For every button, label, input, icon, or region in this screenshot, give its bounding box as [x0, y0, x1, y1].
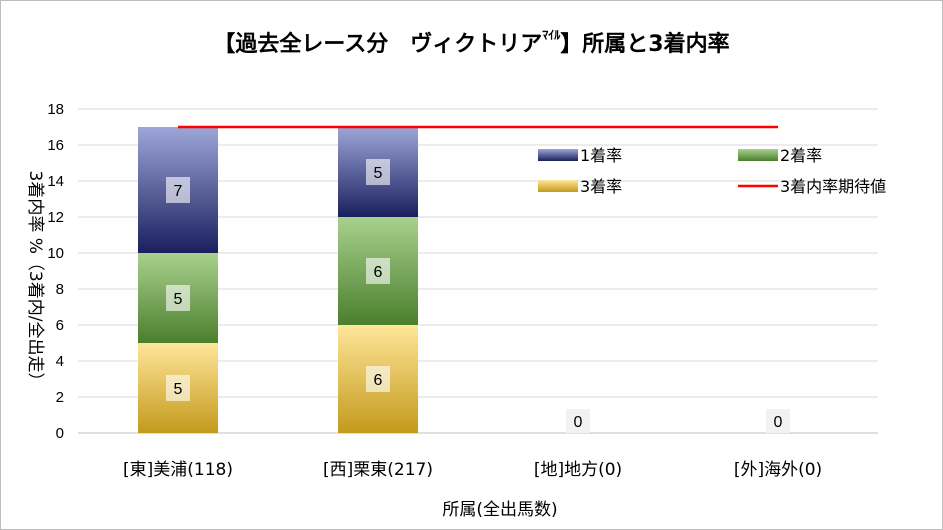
title-superscript: ﾏｲﾙ [542, 28, 561, 42]
data-label-bg [166, 177, 190, 203]
data-label-bg [766, 409, 790, 433]
legend: 1着率 2着率 3着率 3着内率期待値 [538, 146, 886, 196]
y-tick-label: 16 [47, 137, 64, 154]
y-tick-label: 2 [56, 389, 64, 406]
data-label: 6 [374, 264, 383, 281]
chart-title: 【過去全レース分 ヴィクトリアﾏｲﾙ】所属と3着内率 [0, 26, 943, 58]
data-label-bg [366, 258, 390, 284]
data-labels: 5 5 7 6 6 5 0 0 [166, 159, 790, 433]
y-tick-label: 14 [47, 173, 64, 190]
x-category-label: [東]美浦(118) [123, 460, 233, 480]
data-label-bg [166, 285, 190, 311]
y-tick-label: 4 [56, 353, 64, 370]
y-tick-labels: 0 2 4 6 8 10 12 14 16 18 [47, 101, 64, 442]
data-label-bg [366, 159, 390, 185]
y-tick-label: 10 [47, 245, 64, 262]
data-label: 0 [574, 414, 583, 431]
legend-label: 1着率 [580, 146, 622, 165]
legend-swatch [538, 149, 578, 161]
title-main: 【過去全レース分 ヴィクトリア [213, 32, 543, 57]
legend-label: 2着率 [780, 146, 822, 165]
x-category-label: [外]海外(0) [734, 460, 822, 480]
data-label: 5 [174, 291, 183, 308]
data-label-bg [366, 366, 390, 392]
data-label-bg [166, 375, 190, 401]
data-label: 7 [174, 183, 183, 200]
data-label: 0 [774, 414, 783, 431]
y-tick-label: 0 [56, 425, 64, 442]
legend-label: 3着率 [580, 177, 622, 196]
data-label: 5 [374, 165, 383, 182]
y-tick-label: 12 [47, 209, 64, 226]
x-category-labels: [東]美浦(118) [西]栗東(217) [地]地方(0) [外]海外(0) [123, 460, 822, 480]
y-tick-label: 6 [56, 317, 64, 334]
y-tick-label: 18 [47, 101, 64, 118]
legend-swatch [738, 149, 778, 161]
title-tail: 】所属と3着内率 [560, 32, 730, 57]
data-label: 6 [374, 372, 383, 389]
x-axis-label: 所属(全出馬数) [442, 500, 557, 520]
legend-swatch [538, 180, 578, 192]
data-label-bg [566, 409, 590, 433]
data-label: 5 [174, 381, 183, 398]
x-category-label: [西]栗東(217) [323, 460, 433, 480]
y-axis-label: 3着内率 %（3着内/全出走） [25, 171, 45, 390]
legend-label: 3着内率期待値 [780, 177, 886, 196]
y-tick-label: 8 [56, 281, 64, 298]
x-category-label: [地]地方(0) [534, 460, 622, 480]
